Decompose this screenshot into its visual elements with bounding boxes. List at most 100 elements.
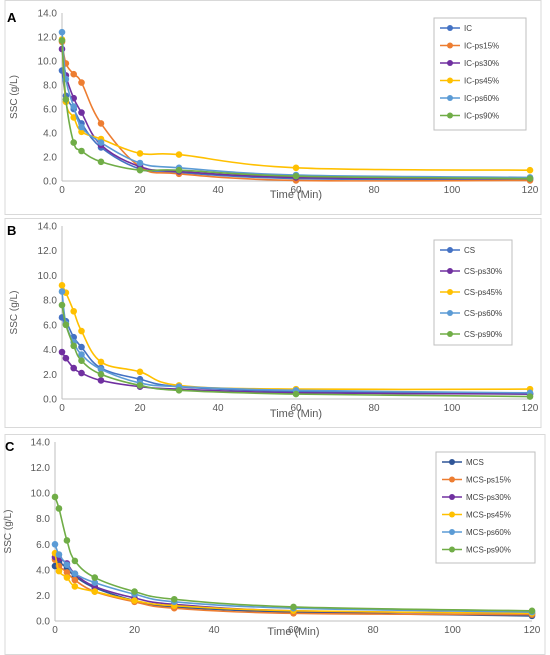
data-point — [78, 343, 85, 351]
legend-item: IC-ps90% — [440, 112, 499, 121]
series-line — [54, 496, 533, 612]
legend-label: MCS-ps15% — [466, 476, 511, 485]
data-point — [292, 390, 300, 398]
series-mcs-ps90- — [51, 493, 536, 615]
x-tick-label: 100 — [444, 403, 461, 414]
data-point — [63, 537, 71, 544]
data-point — [91, 579, 99, 586]
legend-label: MCS — [466, 458, 484, 467]
data-point — [131, 597, 138, 604]
series-line — [54, 543, 533, 613]
data-point — [58, 348, 66, 356]
x-tick-label: 20 — [134, 403, 146, 414]
y-axis-title: SSC (g/L) — [9, 291, 20, 335]
y-tick-label: 14.0 — [38, 222, 58, 233]
chart-panel-a: 0.0 2.0 4.0 6.0 8.0 10.0 12.0 14.0 0 20 40 60 80 100 1… — [4, 0, 542, 215]
y-tick-label: 6.0 — [36, 540, 50, 551]
data-point — [290, 603, 297, 611]
data-point — [78, 369, 85, 377]
data-point — [97, 370, 105, 378]
x-tick-label: 40 — [208, 625, 220, 636]
data-point — [78, 147, 85, 155]
legend-item: IC-ps45% — [440, 77, 499, 86]
data-point — [175, 151, 183, 158]
legend-swatch-marker — [449, 546, 455, 553]
y-tick-label: 0.0 — [43, 177, 57, 188]
legend-item: CS — [440, 246, 475, 255]
data-point — [55, 567, 63, 575]
legend-box — [433, 17, 527, 131]
data-point — [55, 505, 63, 512]
data-point — [71, 570, 79, 577]
data-point — [70, 139, 77, 146]
x-tick-label: 80 — [367, 625, 379, 636]
legend-box — [435, 451, 536, 564]
y-tick-label: 6.0 — [43, 320, 57, 331]
series-line — [61, 48, 531, 180]
legend-swatch-marker — [447, 310, 453, 316]
series-line — [61, 39, 531, 171]
legend-item: CS-ps30% — [440, 267, 502, 276]
x-tick-label: 60 — [290, 185, 302, 196]
data-point — [70, 364, 77, 372]
data-point — [526, 166, 534, 174]
panel-label: C — [5, 439, 15, 454]
legend-swatch-marker — [447, 331, 453, 337]
y-axis-title: SSC (g/L) — [3, 510, 14, 554]
legend-label: IC-ps45% — [464, 77, 499, 86]
data-point — [526, 175, 534, 182]
x-tick-label: 60 — [288, 625, 300, 636]
legend-swatch-marker — [447, 25, 453, 31]
x-tick-label: 0 — [59, 185, 65, 196]
series-line — [61, 40, 531, 180]
data-point — [175, 166, 183, 174]
legend-label: CS-ps30% — [464, 267, 502, 276]
legend-swatch-marker — [447, 268, 453, 274]
x-tick-label: 20 — [134, 185, 146, 196]
data-point — [78, 123, 85, 131]
legend-swatch-marker — [449, 459, 455, 465]
data-point — [55, 551, 63, 558]
x-axis-title: Time (Min) — [267, 626, 319, 638]
legend: CS CS-ps30% CS-ps45% CS-ps60% CS-ps90% — [433, 239, 513, 346]
y-tick-label: 6.0 — [43, 105, 57, 116]
x-tick-label: 60 — [290, 403, 302, 414]
panel-label: A — [7, 10, 17, 25]
series-line — [54, 561, 533, 617]
legend-item: IC — [440, 24, 472, 33]
data-point — [136, 166, 144, 174]
data-point — [78, 327, 85, 335]
legend-label: IC-ps60% — [464, 94, 499, 103]
data-point — [70, 342, 77, 350]
legend: MCS MCS-ps15% MCS-ps30% MCS-ps45% MCS-ps60% M… — [435, 451, 536, 564]
legend-label: IC-ps90% — [464, 112, 499, 121]
series-line — [54, 553, 533, 615]
x-tick-label: 120 — [522, 403, 539, 414]
data-point — [63, 561, 71, 569]
data-point — [70, 114, 77, 121]
y-tick-label: 2.0 — [36, 591, 50, 602]
legend-label: MCS-ps60% — [466, 528, 511, 537]
data-point — [78, 357, 85, 364]
data-point — [58, 282, 66, 289]
legend-swatch-marker — [447, 77, 453, 84]
y-tick-label: 12.0 — [38, 246, 58, 257]
legend-swatch-marker — [447, 60, 453, 66]
legend-swatch-marker — [447, 289, 453, 295]
legend-swatch-marker — [449, 494, 455, 500]
data-point — [136, 150, 144, 157]
y-tick-label: 8.0 — [43, 81, 57, 92]
y-tick-label: 0.0 — [43, 395, 57, 406]
legend-swatch-marker — [449, 476, 455, 483]
data-point — [51, 493, 59, 501]
x-tick-label: 120 — [522, 185, 539, 196]
y-tick-label: 10.0 — [38, 271, 58, 282]
data-point — [78, 351, 85, 358]
data-point — [175, 387, 183, 394]
data-point — [170, 595, 178, 603]
y-tick-label: 8.0 — [43, 296, 57, 307]
series-line — [61, 304, 531, 398]
legend-label: CS-ps90% — [464, 330, 502, 339]
y-tick-label: 12.0 — [31, 463, 51, 474]
legend-swatch-marker — [449, 511, 455, 518]
